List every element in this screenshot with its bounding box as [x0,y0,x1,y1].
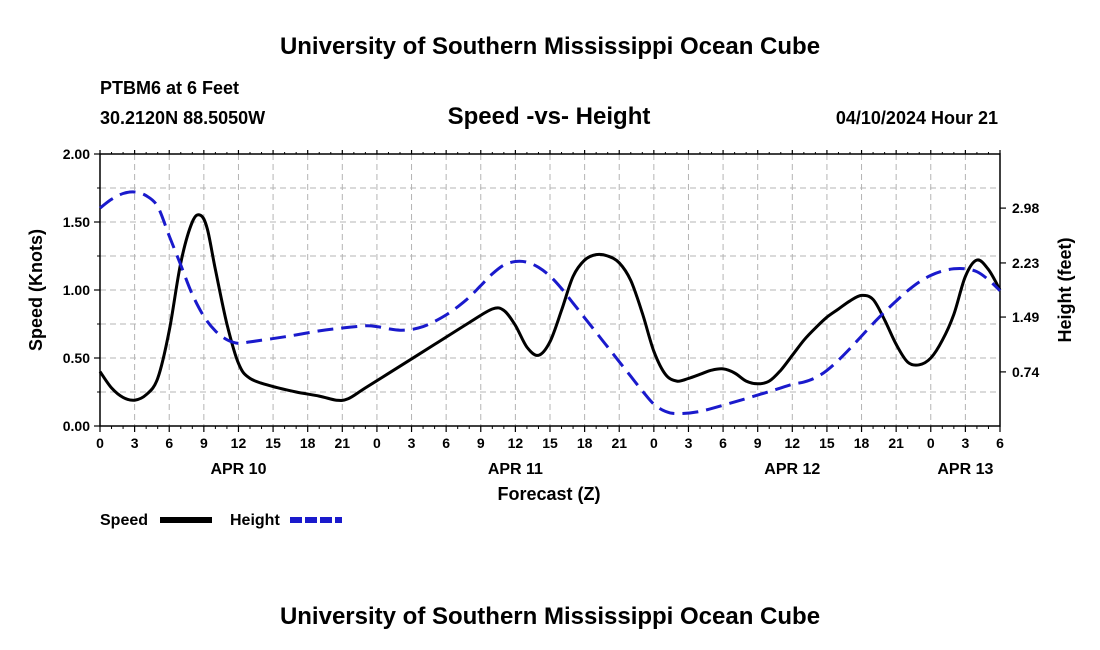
x-tick-label: 9 [200,435,208,451]
legend: Speed Height [100,512,342,529]
forecast-datetime: 04/10/2024 Hour 21 [836,108,998,128]
y-tick-label: 0.50 [63,350,90,366]
y-tick-label: 1.00 [63,282,90,298]
y-tick-label: 0.00 [63,418,90,434]
x-tick-label: 21 [335,435,351,451]
x-tick-label: 6 [165,435,173,451]
x-tick-label: 15 [265,435,281,451]
x-tick-label: 3 [961,435,969,451]
x-tick-label: 6 [442,435,450,451]
station-coords: 30.2120N 88.5050W [100,108,265,128]
x-tick-label: 21 [888,435,904,451]
x-tick-label: 15 [819,435,835,451]
x-tick-label: 9 [477,435,485,451]
y2-tick-label: 2.23 [1012,255,1039,271]
chart-title: Speed -vs- Height [448,103,651,130]
x-tick-label: 15 [542,435,558,451]
chart-gridlines [99,154,1001,426]
x-day-label: APR 10 [210,461,266,478]
y-axis-label: Speed (Knots) [26,229,46,351]
y2-tick-label: 0.74 [1012,364,1039,380]
x-axis-label: Forecast (Z) [497,484,600,504]
chart-axes: 0 3 6 9 12 15 18 21 0 3 6 9 12 15 18 21 0 3 6 9 12 15 18 21 0 3 6A… [63,146,1040,478]
series-line-height [99,190,1002,416]
y2-tick-label: 2.98 [1012,200,1039,216]
y-tick-label: 2.00 [63,146,90,162]
y-tick-label: 1.50 [63,214,90,230]
x-tick-label: 6 [719,435,727,451]
chart-series [98,190,1002,416]
x-tick-label: 3 [685,435,693,451]
series-line-speed [98,213,1002,402]
legend-speed-label: Speed [100,512,148,529]
x-tick-label: 18 [577,435,593,451]
x-tick-label: 0 [373,435,381,451]
x-tick-label: 0 [927,435,935,451]
x-tick-label: 12 [231,435,247,451]
x-day-label: APR 11 [488,461,543,478]
page-title: University of Southern Mississippi Ocean… [280,33,820,60]
x-tick-label: 12 [508,435,524,451]
x-tick-label: 3 [131,435,139,451]
x-tick-label: 12 [785,435,801,451]
station-label: PTBM6 at 6 Feet [100,78,239,98]
x-day-label: APR 12 [764,461,820,478]
x-tick-label: 21 [611,435,627,451]
x-tick-label: 18 [300,435,316,451]
x-day-label: APR 13 [937,461,993,478]
x-tick-label: 9 [754,435,762,451]
y2-axis-label: Height (feet) [1055,238,1075,343]
footer-title: University of Southern Mississippi Ocean… [280,603,820,630]
legend-height-label: Height [230,512,280,529]
x-tick-label: 0 [650,435,658,451]
x-tick-label: 3 [408,435,416,451]
x-tick-label: 6 [996,435,1004,451]
x-tick-label: 18 [854,435,870,451]
x-tick-label: 0 [96,435,104,451]
y2-tick-label: 1.49 [1012,309,1039,325]
